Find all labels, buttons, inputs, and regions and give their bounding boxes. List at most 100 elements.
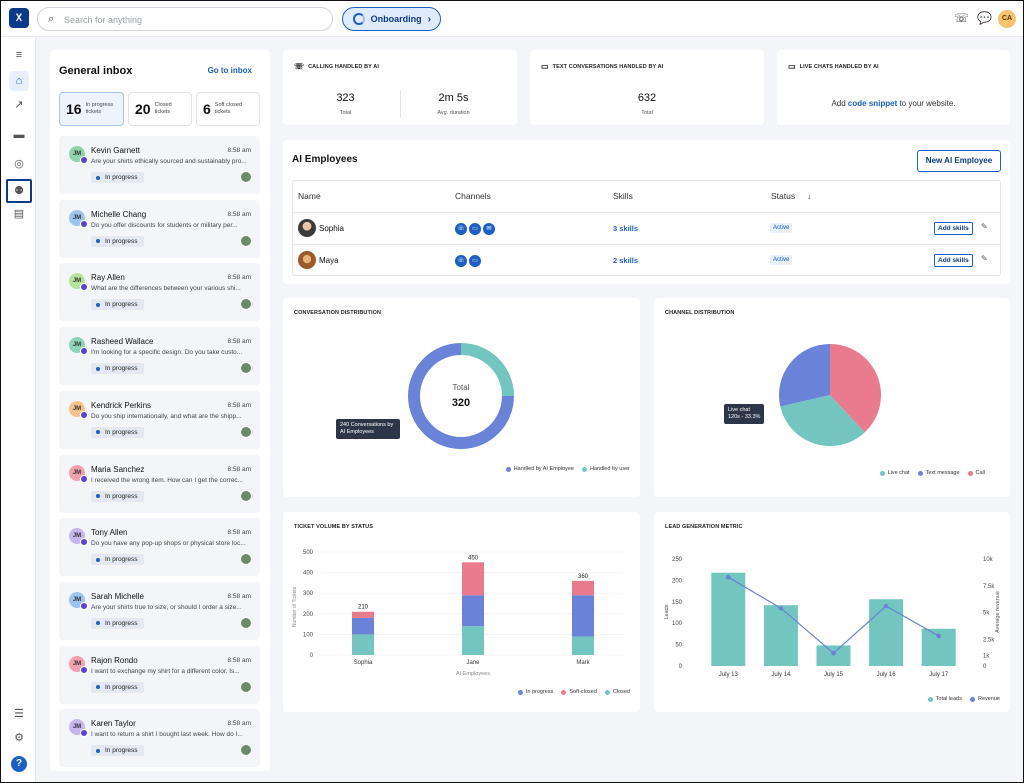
ticket-message: What are the differences between your va…: [91, 285, 241, 293]
edit-icon[interactable]: ✎: [981, 222, 988, 231]
col-status[interactable]: Status: [771, 191, 796, 201]
database-icon[interactable]: ☰: [14, 708, 24, 720]
ticket-card[interactable]: JM Kendrick Perkins 8:58 am Do you ship int…: [59, 390, 260, 449]
skills-link[interactable]: 2 skills: [613, 256, 639, 265]
onboarding-button[interactable]: Onboarding ›: [342, 7, 441, 31]
chart-legend: Handled by AI Employee Handled by user: [505, 466, 630, 472]
lead-generation-panel: LEAD GENERATION METRIC Leads Average rev…: [654, 512, 1010, 712]
agent-avatar: [240, 489, 252, 502]
ticket-card[interactable]: JM Kevin Garnett 8:58 am Are your shirts et…: [59, 136, 260, 194]
stat-soft-closed[interactable]: 6 Soft closed tickets: [196, 92, 260, 126]
chat-icon: ▭: [788, 62, 796, 71]
sort-arrow-icon[interactable]: ↓: [807, 191, 812, 201]
help-icon[interactable]: ?: [11, 756, 27, 772]
channel-icon: [80, 410, 88, 419]
user-avatar[interactable]: CA: [998, 10, 1016, 28]
ticket-card[interactable]: JM Rasheed Wallace 8:58 am I'm looking for …: [59, 327, 260, 386]
ticket-message: I want to exchange my shirt for a differ…: [91, 667, 240, 675]
chat-icon[interactable]: 💬: [977, 11, 992, 25]
ticket-message: I'm looking for a specific design. Do yo…: [91, 349, 243, 357]
top-bar: ☓ ⌕ Onboarding › ☏ 💬 CA: [1, 1, 1023, 37]
legend-item: Call: [967, 470, 985, 476]
skills-link[interactable]: 3 skills: [613, 224, 639, 233]
ticket-card[interactable]: JM Sarah Michelle 8:58 am Are your shirts t…: [59, 581, 260, 640]
ai-employees-title: AI Employees: [292, 154, 358, 165]
y-tick-label: 300: [303, 591, 314, 597]
status-badge: In progress: [91, 617, 144, 629]
channel-icon: [80, 347, 88, 356]
ticket-time: 8:58 am: [227, 147, 252, 154]
legend-item: Soft-closed: [561, 689, 597, 695]
ticket-card[interactable]: JM Maria Sanchez 8:58 am I received the wro…: [59, 454, 260, 513]
legend-item: Live chat: [879, 470, 910, 476]
search-input[interactable]: [64, 12, 324, 27]
app-logo[interactable]: ☓: [9, 8, 29, 28]
x-tick-label: July 13: [719, 672, 739, 678]
ticket-message: Are your shirts ethically sourced and su…: [91, 158, 247, 165]
ticket-card[interactable]: JM Karen Taylor 8:58 am I want to return a …: [59, 709, 260, 768]
edit-icon[interactable]: ✎: [981, 254, 988, 263]
calling-duration: 2m 5s: [438, 92, 469, 104]
code-snippet-link[interactable]: code snippet: [847, 99, 898, 108]
avatar: [298, 251, 316, 269]
stat-closed[interactable]: 20 Closed tickets: [128, 92, 192, 126]
channel-icon: [80, 601, 88, 610]
y-tick-label: 0: [310, 653, 314, 659]
ticket-card[interactable]: JM Rajon Rondo 8:58 am I want to exchange m…: [59, 645, 260, 704]
menu-icon[interactable]: ≡: [15, 49, 23, 61]
pie-slice-call: [830, 344, 881, 433]
search-box[interactable]: ⌕: [37, 7, 333, 31]
inbox-icon[interactable]: ▬: [13, 129, 25, 141]
table-row[interactable]: Maya ☏ ▭ 2 skills Active Add skills ✎: [293, 244, 1000, 276]
y-tick-label: 100: [672, 621, 683, 627]
live-chat-cta: Add code snippet to your website.: [831, 99, 956, 108]
channel-icon: [80, 474, 88, 483]
ticket-card[interactable]: JM Tony Allen 8:58 am Do you have any pop-u…: [59, 518, 260, 577]
document-icon[interactable]: ▤: [13, 208, 25, 220]
revenue-point: [726, 574, 731, 580]
y-axis-label-right: Average revenue: [995, 591, 1001, 633]
chart-legend: Live chat Text message Call: [879, 470, 985, 476]
go-to-inbox-link[interactable]: Go to inbox: [207, 66, 252, 75]
bar-total-leads: [869, 599, 904, 666]
phone-icon[interactable]: ☏: [954, 11, 970, 25]
contacts-icon[interactable]: ◎: [14, 158, 24, 170]
ai-bot-icon[interactable]: ⚉: [6, 179, 32, 203]
chevron-right-icon: ›: [427, 13, 431, 25]
donut-slice-handled-by-user: [461, 343, 514, 396]
col-skills[interactable]: Skills: [613, 191, 633, 201]
settings-icon[interactable]: ⚙: [14, 732, 24, 744]
ticket-card[interactable]: JM Ray Allen 8:58 am What are the differenc…: [59, 263, 260, 322]
add-skills-button[interactable]: Add skills: [934, 222, 973, 235]
legend-item: Text message: [917, 470, 960, 476]
new-ai-employee-button[interactable]: New AI Employee: [917, 150, 1001, 172]
stat-count: 16: [66, 101, 82, 117]
col-name[interactable]: Name: [298, 191, 321, 201]
stat-in-progress[interactable]: 16 In progress tickets: [59, 92, 124, 126]
home-icon[interactable]: ⌂: [9, 71, 29, 91]
calling-total-label: Total: [339, 110, 352, 116]
ticket-time: 8:58 am: [227, 529, 252, 537]
bar-segment-soft-closed: [572, 580, 594, 596]
status-badge: In progress: [91, 426, 144, 438]
ticket-card[interactable]: JM Michelle Chang 8:58 am Do you offer disc…: [59, 199, 260, 258]
col-channels[interactable]: Channels: [455, 191, 491, 201]
x-tick-label: Mark: [576, 660, 590, 666]
ticket-volume-panel: TICKET VOLUME BY STATUS Number of Ticket…: [283, 512, 640, 712]
onboarding-label: Onboarding: [370, 14, 422, 24]
add-skills-button[interactable]: Add skills: [934, 254, 973, 267]
progress-ring-icon: [353, 13, 365, 25]
bar-total-label: 450: [468, 555, 479, 561]
chat-channel-icon: ▭: [469, 223, 481, 235]
channels: ☏ ▭: [455, 255, 481, 267]
legend-item: Handled by user: [581, 466, 630, 472]
revenue-point: [778, 605, 784, 611]
y-axis-label-left: Leads: [664, 604, 670, 619]
ticket-message: I received the wrong item. How can I get…: [91, 476, 244, 484]
customer-avatar: JM: [69, 209, 88, 228]
agent-avatar: [240, 425, 252, 438]
analytics-icon[interactable]: ↗: [14, 99, 24, 111]
revenue-line: [727, 576, 939, 654]
table-row[interactable]: Sophia ☏ ▭ ✉ 3 skills Active Add skills ✎: [293, 212, 1000, 244]
status-badge: In progress: [91, 235, 144, 247]
